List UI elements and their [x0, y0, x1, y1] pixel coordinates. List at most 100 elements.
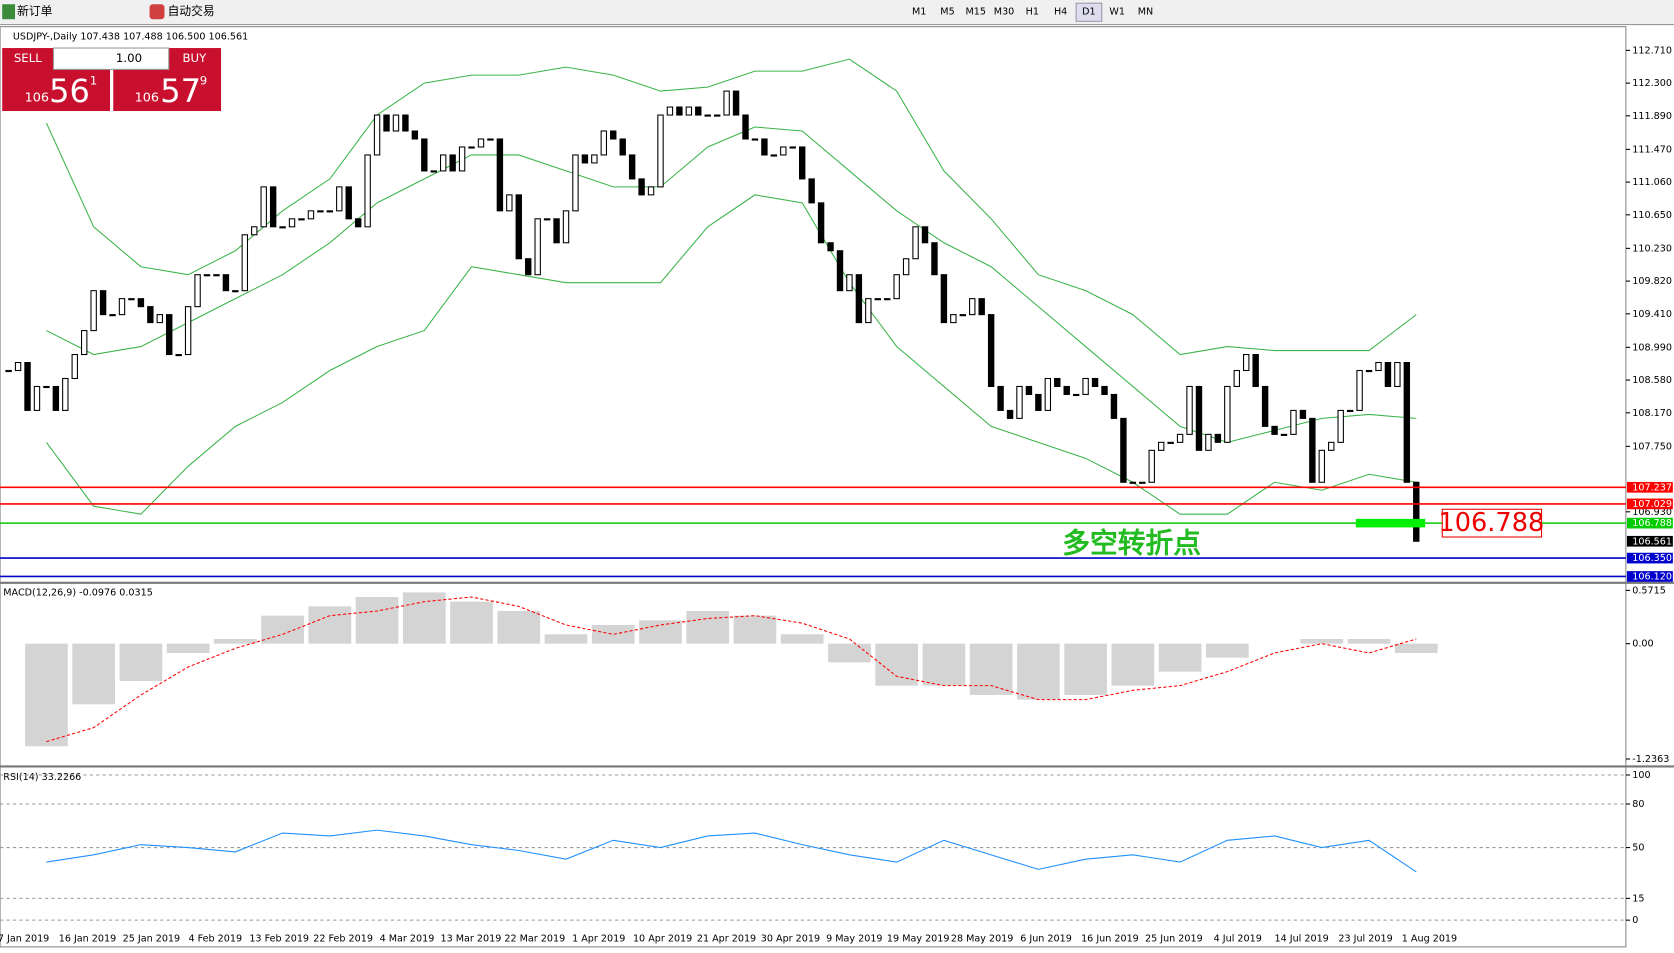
timeframe[interactable]: M1 — [912, 7, 926, 18]
candle — [1082, 377, 1089, 395]
y-tick-label: 0 — [1632, 915, 1638, 926]
candle — [657, 114, 664, 188]
timeframe[interactable]: H4 — [1054, 7, 1067, 18]
candle — [1205, 433, 1212, 451]
candle — [610, 130, 617, 140]
candle — [808, 178, 815, 204]
bid-small: 1 — [90, 74, 97, 88]
candle — [298, 218, 305, 221]
ask-big: 106 — [135, 91, 159, 106]
candle — [1261, 385, 1269, 427]
candle — [940, 274, 948, 324]
macd-bar — [355, 597, 399, 644]
candle — [761, 138, 768, 156]
candle — [269, 186, 277, 228]
macd-bar — [1300, 638, 1344, 644]
x-tick-label: 10 Apr 2019 — [633, 933, 692, 944]
macd-bar — [214, 638, 257, 644]
candle — [676, 106, 683, 116]
candle — [421, 138, 428, 172]
candle — [562, 210, 570, 244]
candle — [496, 138, 504, 212]
timeframe[interactable]: MN — [1138, 7, 1153, 18]
candle — [175, 353, 182, 357]
level-label: 106.788 — [1632, 518, 1672, 529]
buy-label[interactable]: BUY — [182, 51, 207, 65]
x-tick-label: 9 May 2019 — [826, 933, 882, 944]
candle — [865, 298, 872, 324]
macd-bar — [969, 643, 1013, 695]
timeframe[interactable]: M15 — [966, 7, 987, 18]
candle — [241, 234, 249, 292]
candle — [553, 218, 560, 244]
candle — [723, 90, 730, 116]
candle — [1337, 409, 1344, 443]
candle — [1063, 385, 1070, 395]
candle — [827, 242, 834, 252]
macd-bar — [1111, 643, 1155, 686]
macd-bar — [922, 643, 966, 686]
candle — [184, 306, 192, 356]
timeframe[interactable]: W1 — [1109, 7, 1125, 18]
x-tick-label: 22 Mar 2019 — [504, 933, 565, 944]
candle — [780, 146, 787, 156]
candle — [147, 306, 154, 324]
x-tick-label: 1 Apr 2019 — [572, 933, 625, 944]
timeframe[interactable]: D1 — [1082, 7, 1095, 18]
candle — [1309, 417, 1316, 483]
candle — [732, 90, 740, 116]
candle — [1224, 385, 1231, 443]
level-label: 106.350 — [1632, 553, 1672, 564]
candle — [1252, 353, 1259, 387]
timeframe[interactable]: H1 — [1026, 7, 1039, 18]
candle — [449, 154, 456, 172]
lots[interactable]: 1.00 — [116, 51, 142, 65]
timeframe[interactable]: M5 — [940, 7, 954, 18]
candle — [1413, 481, 1420, 542]
candle — [515, 194, 522, 260]
timeframe[interactable]: M30 — [994, 7, 1015, 18]
new-order[interactable]: 新订单 — [17, 4, 52, 18]
candle — [1016, 385, 1023, 419]
macd-bar — [25, 643, 68, 747]
trade-panel: SELL 1.00 BUY 106 56 1 106 57 9 — [2, 47, 222, 112]
bid-main: 56 — [49, 72, 90, 110]
macd-bar — [1205, 643, 1249, 658]
auto-trading-icon[interactable] — [149, 4, 165, 20]
price-label: 106.561 — [1632, 536, 1672, 547]
candle — [402, 114, 409, 132]
auto-trading[interactable]: 自动交易 — [168, 4, 215, 18]
sell-label[interactable]: SELL — [14, 51, 42, 65]
y-tick-label: 107.750 — [1632, 441, 1672, 452]
candle — [1101, 385, 1108, 395]
candle — [90, 290, 97, 332]
candle — [430, 170, 437, 173]
candle — [987, 314, 995, 387]
y-tick-label: 100 — [1632, 770, 1650, 781]
level-label: 106.120 — [1632, 571, 1672, 582]
macd-bar — [1347, 638, 1391, 644]
candle — [581, 154, 589, 164]
candle — [1186, 385, 1193, 435]
macd-bar — [497, 611, 541, 644]
macd-bar — [544, 634, 588, 644]
x-tick-label: 4 Mar 2019 — [380, 933, 435, 944]
candle — [817, 202, 825, 244]
candle — [128, 298, 135, 301]
candle — [71, 353, 78, 380]
candle — [978, 298, 985, 316]
new-order-icon[interactable] — [2, 4, 16, 20]
candle — [62, 377, 69, 411]
y-tick-label: 112.300 — [1632, 78, 1672, 89]
candle — [1271, 425, 1278, 435]
lots-input[interactable] — [52, 47, 170, 70]
rsi-line — [46, 829, 1417, 873]
candle — [1299, 409, 1307, 419]
candle — [997, 385, 1004, 411]
macd-signal — [46, 596, 1417, 743]
level-tag — [1626, 571, 1673, 582]
candle — [572, 154, 579, 212]
candle — [213, 274, 220, 277]
macd-bar — [308, 606, 352, 644]
candle — [345, 186, 352, 220]
